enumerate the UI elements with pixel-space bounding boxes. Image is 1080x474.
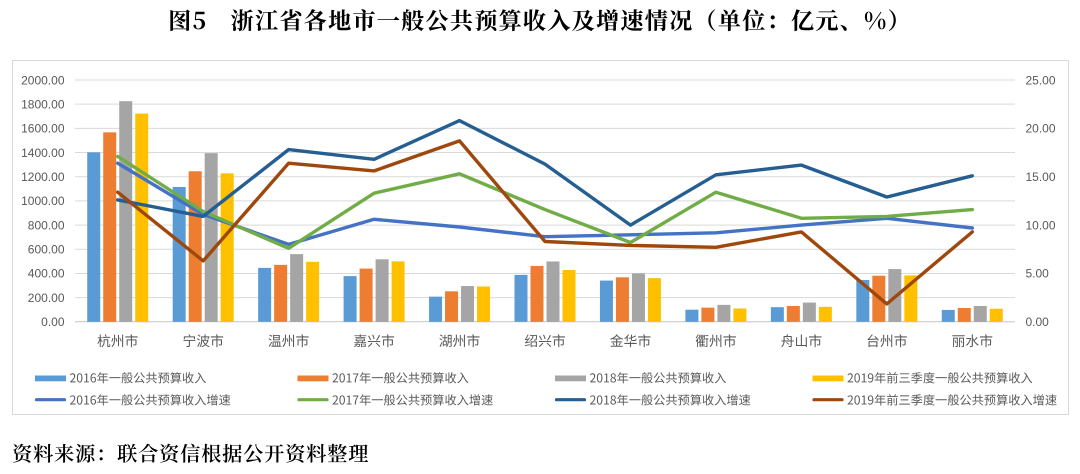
- svg-text:0.00: 0.00: [41, 315, 65, 329]
- svg-text:5.00: 5.00: [1026, 267, 1050, 281]
- svg-text:1000.00: 1000.00: [21, 194, 65, 208]
- svg-text:600.00: 600.00: [28, 243, 65, 257]
- svg-text:0.00: 0.00: [1026, 315, 1050, 329]
- svg-text:25.00: 25.00: [1026, 73, 1056, 87]
- svg-text:1600.00: 1600.00: [21, 122, 65, 136]
- svg-text:800.00: 800.00: [28, 218, 65, 232]
- svg-text:20.00: 20.00: [1026, 122, 1056, 136]
- svg-text:400.00: 400.00: [28, 267, 65, 281]
- svg-text:1200.00: 1200.00: [21, 170, 65, 184]
- svg-text:200.00: 200.00: [28, 291, 65, 305]
- svg-text:1800.00: 1800.00: [21, 98, 65, 112]
- svg-text:15.00: 15.00: [1026, 170, 1056, 184]
- svg-text:1400.00: 1400.00: [21, 146, 65, 160]
- svg-text:10.00: 10.00: [1026, 218, 1056, 232]
- svg-text:2000.00: 2000.00: [21, 73, 65, 87]
